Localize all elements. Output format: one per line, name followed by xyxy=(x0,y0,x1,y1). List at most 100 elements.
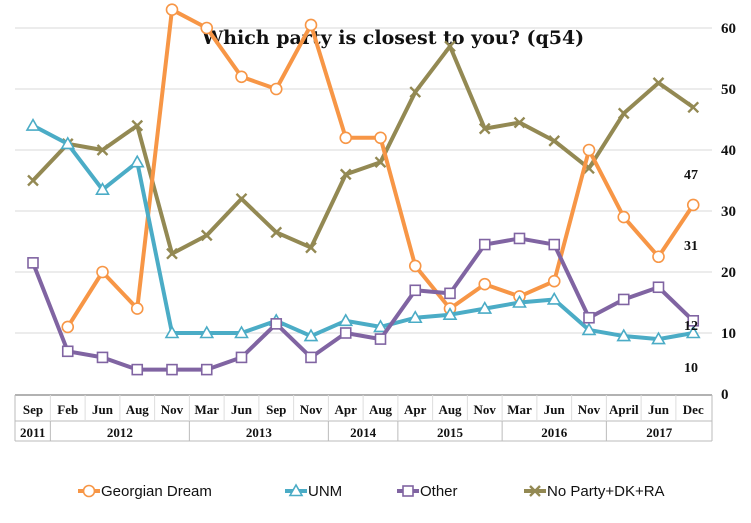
data-label: 31 xyxy=(684,239,698,254)
legend-label: Georgian Dream xyxy=(101,483,212,500)
data-point xyxy=(548,238,561,251)
data-point xyxy=(478,277,492,291)
series-group: 47 31 10 12 xyxy=(25,3,701,376)
x-tick-label: Sep xyxy=(266,402,286,417)
data-point xyxy=(61,320,75,334)
data-point xyxy=(512,294,527,308)
x-tick-label: Jun xyxy=(544,402,566,417)
y-axis: 010203040506070 xyxy=(721,21,736,403)
x-tick-label: Nov xyxy=(161,402,184,417)
data-point xyxy=(444,287,456,300)
legend-label: UNM xyxy=(308,483,342,500)
data-point xyxy=(582,143,596,157)
data-point xyxy=(269,82,283,96)
y-tick-label: 20 xyxy=(721,265,736,281)
data-point xyxy=(477,300,493,314)
data-point xyxy=(652,250,665,264)
series-line xyxy=(31,44,695,256)
y-tick-label: 30 xyxy=(721,204,736,220)
year-label: 2013 xyxy=(246,425,273,440)
data-point xyxy=(96,144,109,156)
series-line xyxy=(32,123,694,342)
data-point xyxy=(409,86,422,98)
legend: Georgian Dream UNM Other No Party+DK+RA xyxy=(78,483,665,500)
year-label: 2014 xyxy=(350,425,377,440)
data-point xyxy=(339,131,353,145)
data-point xyxy=(166,247,178,260)
data-point xyxy=(131,363,144,376)
legend-label: Other xyxy=(420,483,458,500)
data-point xyxy=(305,241,317,254)
legend-label: No Party+DK+RA xyxy=(547,483,665,500)
legend-item-other: Other xyxy=(397,483,458,500)
x-tick-label: Jun xyxy=(92,402,114,417)
data-point xyxy=(165,3,179,16)
legend-marker xyxy=(288,483,304,497)
legend-item-no-party-dk-ra: No Party+DK+RA xyxy=(524,483,665,500)
data-point xyxy=(374,131,387,145)
y-tick-label: 50 xyxy=(721,82,736,98)
x-tick-label: Apr xyxy=(404,402,427,417)
data-point xyxy=(164,325,180,339)
series-unm: 10 xyxy=(25,117,701,376)
x-tick-label: Aug xyxy=(438,402,462,417)
data-point xyxy=(235,351,248,364)
data-point xyxy=(304,18,318,32)
y-tick-label: 0 xyxy=(721,387,729,403)
legend-item-unm: UNM xyxy=(285,483,342,500)
data-point xyxy=(200,229,213,242)
x-tick-label: Mar xyxy=(507,402,532,417)
series-other: 12 xyxy=(27,232,700,376)
x-tick-label: Nov xyxy=(578,402,601,417)
data-point xyxy=(408,259,422,273)
x-axis: Sep Feb Jun Aug Nov Mar Jun Sep Nov Apr Aug Apr Aug N… xyxy=(14,394,713,442)
data-point xyxy=(96,265,109,279)
data-point xyxy=(651,331,666,345)
data-point xyxy=(270,318,283,330)
data-point xyxy=(130,302,144,315)
x-tick-label: Nov xyxy=(474,402,497,417)
data-point xyxy=(548,135,561,147)
data-point xyxy=(199,325,215,339)
x-tick-label: Feb xyxy=(57,402,78,417)
x-tick-label: Jun xyxy=(231,402,253,417)
data-point xyxy=(60,136,76,150)
x-tick-label: Sep xyxy=(23,402,43,417)
series-georgian-dream: 31 xyxy=(61,3,700,334)
data-point xyxy=(129,154,145,168)
data-point xyxy=(513,232,526,245)
x-tick-label: Jun xyxy=(648,402,670,417)
x-tick-label: April xyxy=(609,402,639,417)
data-point xyxy=(61,345,74,358)
year-label: 2016 xyxy=(541,425,568,440)
data-point xyxy=(617,210,631,224)
data-point xyxy=(583,311,595,324)
legend-item-georgian-dream: Georgian Dream xyxy=(78,483,212,500)
x-tick-label: Aug xyxy=(126,402,150,417)
data-label: 12 xyxy=(684,319,698,334)
data-point xyxy=(373,319,388,333)
data-point xyxy=(131,119,144,132)
data-point xyxy=(442,307,458,321)
x-tick-label: Dec xyxy=(683,402,704,417)
data-point xyxy=(616,328,632,342)
data-label: 10 xyxy=(684,361,698,376)
data-point xyxy=(478,122,491,135)
data-point xyxy=(200,21,214,35)
data-point xyxy=(303,328,319,342)
data-point xyxy=(339,168,352,181)
data-point xyxy=(513,116,526,129)
data-point xyxy=(166,363,178,376)
data-point xyxy=(685,325,701,339)
y-tick-label: 60 xyxy=(721,21,736,37)
data-point xyxy=(235,192,248,205)
data-point xyxy=(617,107,630,120)
data-point xyxy=(407,310,423,324)
data-point xyxy=(547,274,561,288)
data-point xyxy=(95,182,110,195)
legend-marker xyxy=(529,485,541,497)
x-tick-label: Apr xyxy=(335,402,358,417)
year-label: 2012 xyxy=(107,425,133,440)
data-point xyxy=(409,284,422,297)
data-point xyxy=(478,238,491,251)
